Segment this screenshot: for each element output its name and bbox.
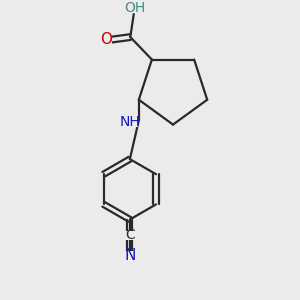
Bar <box>125 251 134 260</box>
Text: O: O <box>100 32 112 47</box>
Bar <box>128 3 143 13</box>
Text: C: C <box>125 228 135 242</box>
Text: NH: NH <box>119 115 140 129</box>
Text: N: N <box>124 248 136 263</box>
Bar <box>101 35 112 45</box>
Bar <box>122 117 137 127</box>
Text: OH: OH <box>124 1 146 15</box>
Bar <box>125 231 134 240</box>
